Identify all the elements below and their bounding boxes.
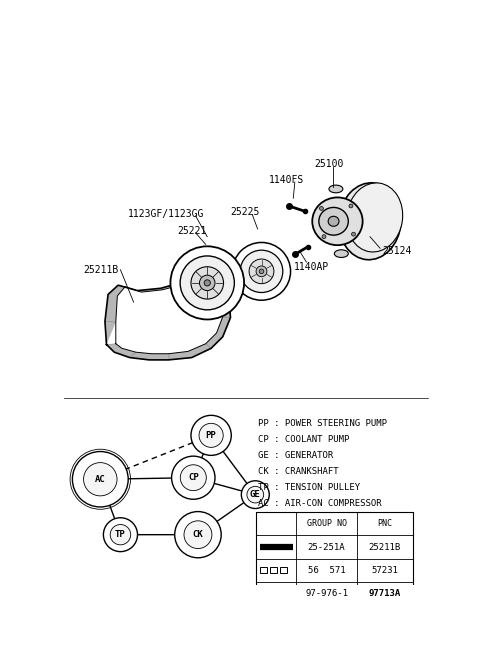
Ellipse shape	[249, 259, 274, 284]
Text: GROUP NO: GROUP NO	[307, 520, 347, 528]
Text: PP: PP	[206, 431, 216, 440]
Text: TP : TENSION PULLEY: TP : TENSION PULLEY	[258, 483, 360, 492]
Ellipse shape	[319, 208, 348, 235]
Ellipse shape	[328, 216, 339, 226]
Text: 1140FS: 1140FS	[269, 175, 304, 185]
Text: CP : COOLANT PUMP: CP : COOLANT PUMP	[258, 435, 349, 443]
Text: 25211B: 25211B	[83, 265, 119, 275]
Ellipse shape	[256, 266, 267, 277]
Text: 1123GF/1123GG: 1123GF/1123GG	[128, 208, 204, 219]
Ellipse shape	[175, 512, 221, 558]
Text: PP : POWER STEERING PUMP: PP : POWER STEERING PUMP	[258, 419, 386, 428]
Text: 25211B: 25211B	[369, 543, 401, 551]
Bar	[260, 567, 267, 573]
Ellipse shape	[110, 524, 131, 545]
Text: 1140AP: 1140AP	[294, 261, 329, 272]
Ellipse shape	[312, 197, 362, 245]
Ellipse shape	[259, 269, 264, 274]
Bar	[270, 567, 277, 573]
Ellipse shape	[170, 246, 244, 319]
Ellipse shape	[322, 235, 326, 238]
Text: 25-251A: 25-251A	[308, 543, 346, 551]
Ellipse shape	[335, 250, 348, 258]
Text: 97713A: 97713A	[369, 589, 401, 598]
Polygon shape	[105, 277, 230, 360]
Text: 25225: 25225	[230, 207, 260, 217]
Ellipse shape	[232, 242, 290, 300]
Ellipse shape	[172, 456, 215, 499]
Text: AC : AIR-CON COMPRESSOR: AC : AIR-CON COMPRESSOR	[258, 499, 381, 509]
Bar	[280, 567, 287, 573]
Ellipse shape	[184, 521, 212, 549]
Ellipse shape	[191, 267, 224, 299]
Ellipse shape	[320, 206, 324, 210]
Text: CP: CP	[188, 473, 199, 482]
Bar	[256, 512, 413, 604]
Text: CK: CK	[192, 530, 204, 539]
Ellipse shape	[339, 183, 401, 260]
Ellipse shape	[351, 232, 355, 236]
Text: AC: AC	[95, 475, 106, 484]
Text: 25124: 25124	[383, 246, 412, 256]
Ellipse shape	[84, 463, 117, 496]
Text: PNC: PNC	[377, 520, 392, 528]
Ellipse shape	[349, 204, 353, 208]
Bar	[260, 591, 292, 595]
Ellipse shape	[247, 486, 264, 503]
Ellipse shape	[347, 183, 403, 252]
Ellipse shape	[240, 250, 283, 292]
Ellipse shape	[204, 280, 210, 286]
Ellipse shape	[72, 451, 128, 507]
Ellipse shape	[199, 423, 223, 447]
Text: CK : CRANKSHAFT: CK : CRANKSHAFT	[258, 467, 338, 476]
Ellipse shape	[200, 275, 215, 290]
Ellipse shape	[180, 464, 206, 491]
Text: 56  571: 56 571	[308, 566, 346, 575]
Ellipse shape	[191, 415, 231, 455]
Text: 97-976-1: 97-976-1	[305, 589, 348, 598]
Text: 25221: 25221	[178, 225, 207, 235]
Ellipse shape	[241, 481, 269, 509]
Text: TP: TP	[115, 530, 126, 539]
Ellipse shape	[180, 256, 234, 310]
Ellipse shape	[103, 518, 137, 552]
Text: GE: GE	[250, 490, 261, 499]
Ellipse shape	[329, 185, 343, 193]
Text: GE : GENERATOR: GE : GENERATOR	[258, 451, 333, 460]
Text: 57231: 57231	[372, 566, 398, 575]
Text: 25100: 25100	[314, 158, 344, 169]
